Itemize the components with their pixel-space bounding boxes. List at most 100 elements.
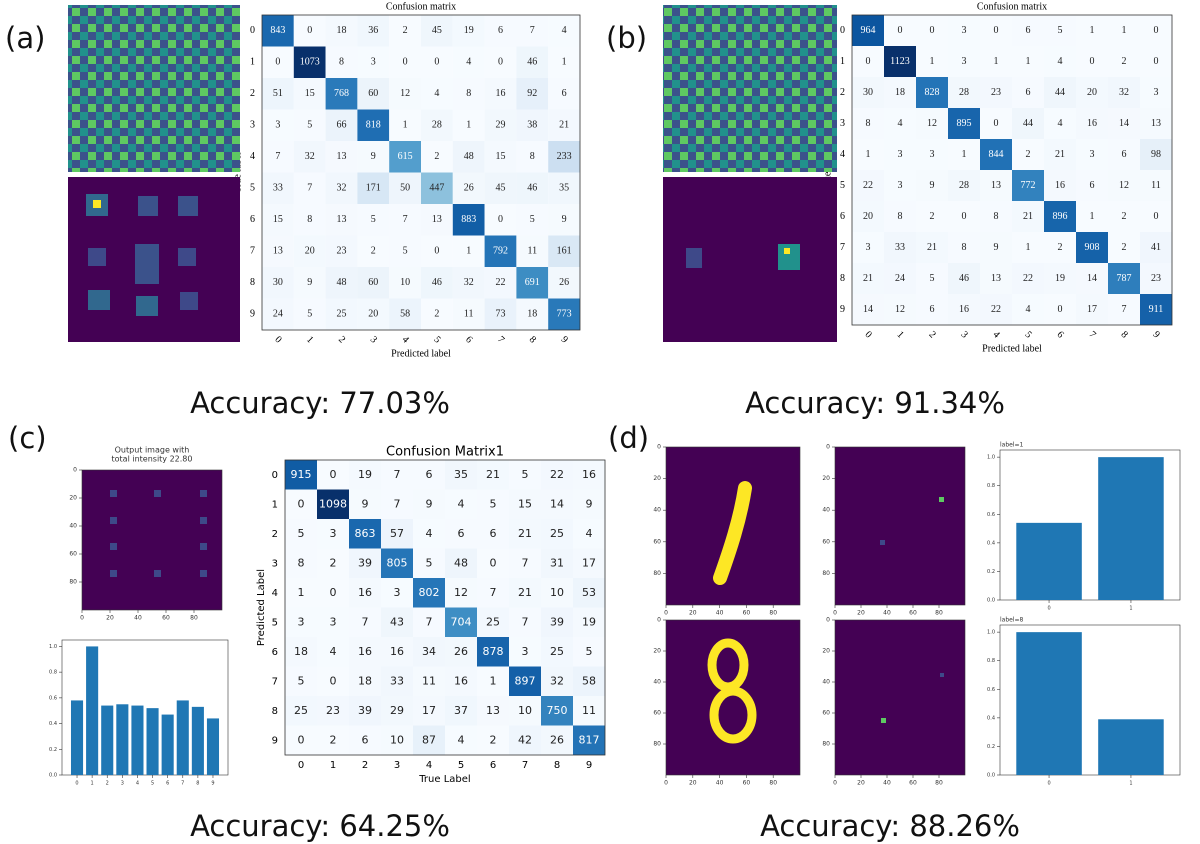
cell-label: 21 xyxy=(518,527,532,540)
cell-label: 16 xyxy=(358,645,372,658)
y-tick-label: 20 xyxy=(822,648,830,655)
cell-label: 13 xyxy=(1151,118,1161,129)
decorations xyxy=(68,5,944,744)
cell-label: 13 xyxy=(991,180,1001,191)
cell-label: 35 xyxy=(454,468,468,481)
x-tick-label: 5 xyxy=(431,334,442,345)
cell-label: 908 xyxy=(1085,242,1100,253)
spot xyxy=(93,200,101,208)
y-tick-label: 5 xyxy=(272,617,278,628)
cell-label: 18 xyxy=(527,309,537,320)
y-tick-label: 80 xyxy=(653,741,661,748)
cell xyxy=(484,204,517,236)
x-tick-label: 80 xyxy=(190,615,198,622)
cell xyxy=(452,15,485,47)
cell-label: 8 xyxy=(962,242,967,253)
cell-label: 39 xyxy=(550,615,564,628)
cell xyxy=(548,235,580,267)
cell-label: 5 xyxy=(1058,25,1063,36)
cell-label: 11 xyxy=(464,309,474,320)
cell-label: 3 xyxy=(930,149,935,160)
x-axis-label: True Label xyxy=(418,774,470,785)
x-tick-label: 7 xyxy=(522,760,528,771)
cell-label: 915 xyxy=(291,468,312,481)
cell-label: 7 xyxy=(403,214,408,225)
bar xyxy=(1098,719,1164,775)
cell-label: 10 xyxy=(400,277,410,288)
cell-label: 0 xyxy=(434,57,439,68)
cell xyxy=(1012,294,1044,325)
x-axis-label: Predicted label xyxy=(982,343,1042,354)
cell xyxy=(884,46,916,77)
y-tick-label: 20 xyxy=(822,475,830,482)
cell-label: 14 xyxy=(1119,118,1129,129)
y-tick-label: 0.6 xyxy=(49,695,57,701)
y-tick-label: 60 xyxy=(653,538,661,545)
cell-label: 25 xyxy=(294,704,308,717)
cell xyxy=(573,489,605,519)
cell-label: 0 xyxy=(1154,56,1159,67)
cell-label: 13 xyxy=(486,704,500,717)
cell xyxy=(541,666,573,696)
cell xyxy=(1044,232,1076,263)
cell-label: 691 xyxy=(525,277,540,288)
cell xyxy=(948,46,980,77)
y-tick-label: 8 xyxy=(840,273,845,284)
cell-label: 41 xyxy=(1151,242,1161,253)
cell-label: 58 xyxy=(582,674,596,687)
cell-label: 32 xyxy=(1119,87,1129,98)
cell xyxy=(1140,201,1172,232)
cell xyxy=(884,232,916,263)
cell-label: 0 xyxy=(962,211,967,222)
bar xyxy=(146,708,159,775)
cell xyxy=(452,235,485,267)
cell-label: 883 xyxy=(461,214,476,225)
cell-label: 4 xyxy=(466,57,471,68)
cell xyxy=(293,172,326,204)
cell xyxy=(262,267,294,299)
cell xyxy=(516,267,549,299)
cell xyxy=(948,294,980,325)
cell-label: 5 xyxy=(403,246,408,257)
cell xyxy=(916,170,948,201)
cell-label: 25 xyxy=(486,615,500,628)
cell xyxy=(1108,232,1140,263)
cell-label: 20 xyxy=(368,309,378,320)
cell-label: 6 xyxy=(1122,149,1127,160)
spot xyxy=(135,244,159,284)
spots xyxy=(110,490,207,577)
cell xyxy=(884,108,916,139)
x-tick-label: 3 xyxy=(394,760,400,771)
cell xyxy=(509,725,541,755)
x-tick-label: 4 xyxy=(426,760,432,771)
cell-label: 24 xyxy=(895,273,905,284)
cell xyxy=(916,263,948,294)
cell xyxy=(548,109,580,141)
digit xyxy=(713,481,752,585)
x-tick-label: 0 xyxy=(80,615,84,622)
cell-label: 20 xyxy=(1087,87,1097,98)
bar xyxy=(161,714,174,775)
cell-label: 2 xyxy=(403,25,408,36)
cell-label: 2 xyxy=(371,246,376,257)
panel-label: (c) xyxy=(8,421,47,455)
cell xyxy=(389,15,421,47)
cell xyxy=(357,141,390,173)
x-tick-label: 9 xyxy=(1150,329,1161,340)
cell xyxy=(980,15,1012,46)
y-tick-label: 0.2 xyxy=(49,747,57,753)
cell xyxy=(325,172,358,204)
cell-label: 35 xyxy=(559,183,569,194)
cell xyxy=(317,696,349,726)
cell-label: 13 xyxy=(337,214,347,225)
cell-label: 2 xyxy=(330,556,337,569)
cell-label: 4 xyxy=(434,88,439,99)
cell-label: 33 xyxy=(273,183,283,194)
x-tick-label: 0 xyxy=(298,760,304,771)
cell xyxy=(509,666,541,696)
cell-label: 50 xyxy=(400,183,410,194)
chart-title: label=8 xyxy=(1000,617,1024,624)
spot xyxy=(180,292,198,310)
x-tick-label: 40 xyxy=(716,610,724,617)
chart-title: Confusion matrix xyxy=(977,1,1047,12)
